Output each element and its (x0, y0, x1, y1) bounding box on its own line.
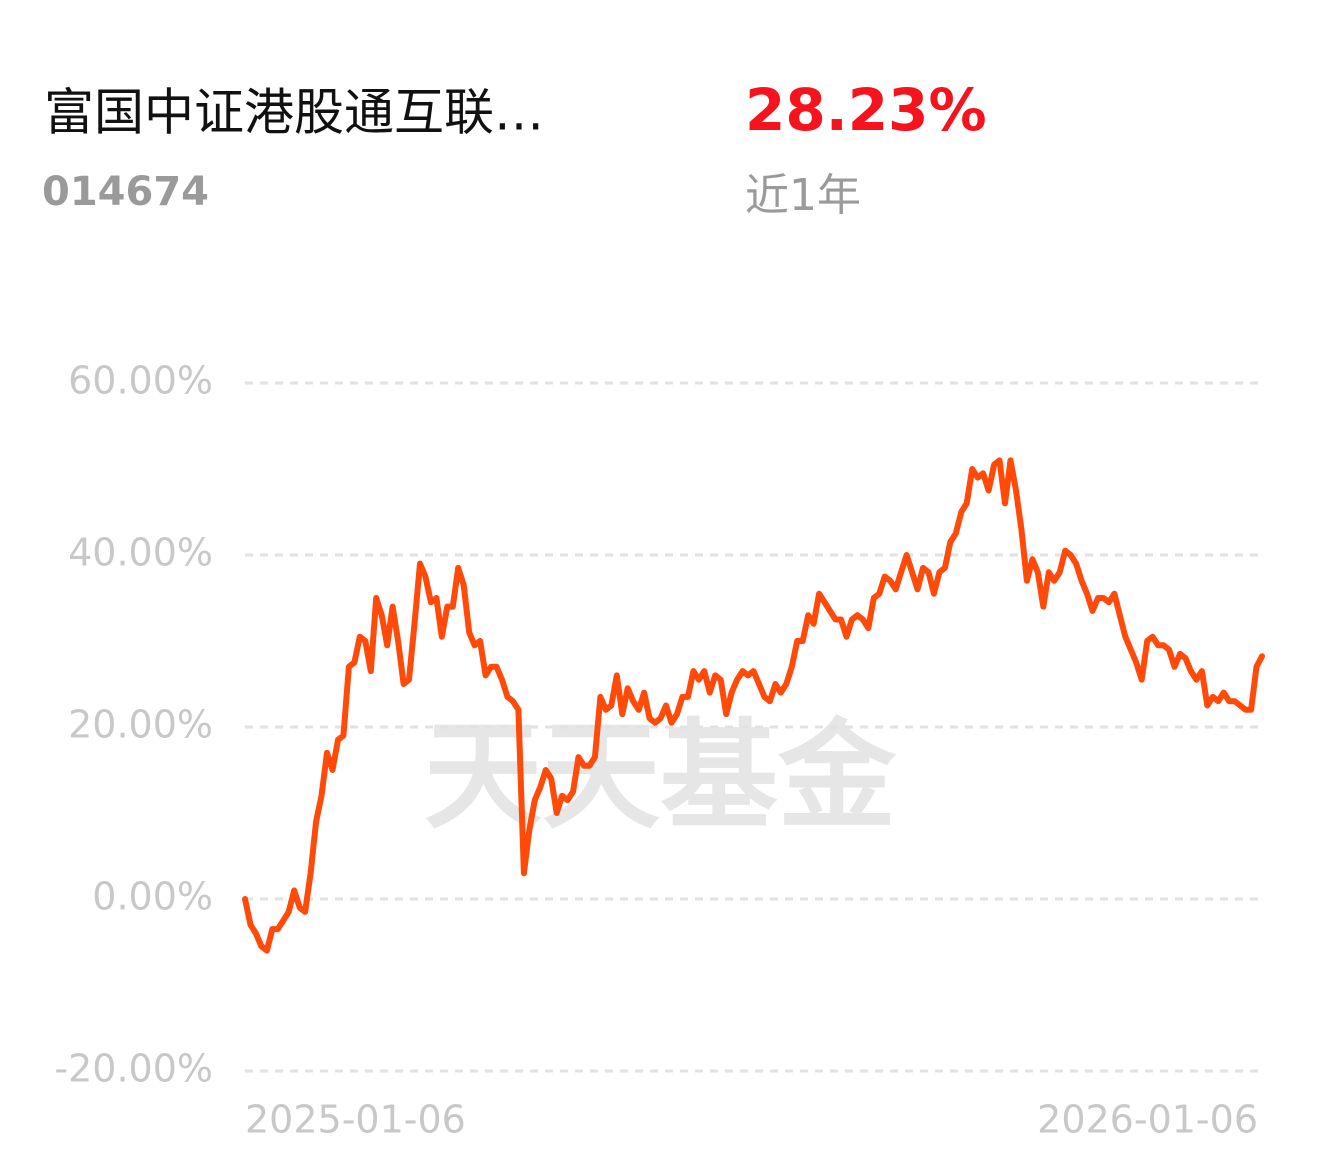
fund-code: 014674 (42, 169, 209, 215)
return-value: 28.23% (745, 76, 987, 144)
y-tick-label: 20.00% (68, 703, 213, 747)
y-tick-label: 60.00% (68, 359, 213, 403)
x-tick-label: 2026-01-06 (1037, 1098, 1258, 1142)
period-label: 近1年 (745, 170, 861, 221)
fund-title[interactable]: 富国中证港股通互联… (44, 84, 544, 142)
y-tick-label: 0.00% (92, 875, 213, 919)
line-series (242, 457, 1265, 954)
y-tick-label: -20.00% (54, 1047, 213, 1091)
watermark: 天天基金 (424, 707, 897, 845)
x-tick-label: 2025-01-06 (245, 1098, 466, 1142)
y-tick-label: 40.00% (68, 531, 213, 575)
